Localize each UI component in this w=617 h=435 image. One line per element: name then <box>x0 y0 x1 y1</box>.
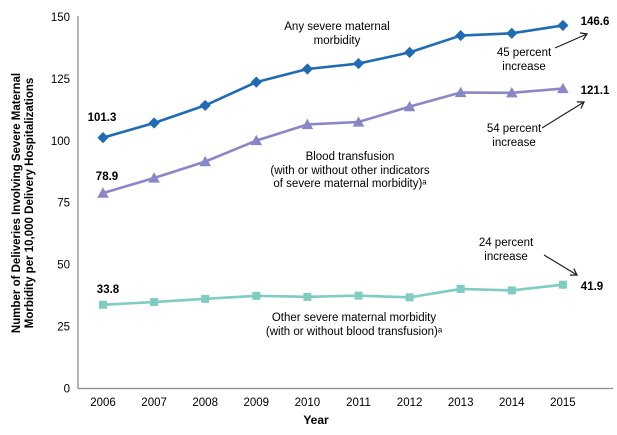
x-tick-label: 2012 <box>397 397 423 409</box>
data-point-marker <box>301 63 313 75</box>
callout-arrow <box>543 254 578 276</box>
x-tick-label: 2011 <box>346 397 371 409</box>
data-point-marker <box>99 300 107 309</box>
x-tick-label: 2015 <box>550 397 576 409</box>
data-point-marker <box>506 86 518 98</box>
series-line-1 <box>102 87 564 195</box>
data-point-marker <box>456 284 465 293</box>
annotation-line: (with or without other indicators <box>270 164 430 177</box>
data-point-marker <box>250 76 262 88</box>
data-label-other-end: 41.9 <box>580 281 604 293</box>
annotation-45-percent-increase: 45 percent increase <box>497 47 551 74</box>
annotation-line: increase <box>502 60 546 73</box>
y-tick-label: 100 <box>51 136 70 148</box>
data-point-marker <box>97 132 109 144</box>
x-tick-label: 2013 <box>448 397 474 409</box>
data-point-marker <box>507 286 516 295</box>
annotation-line: 45 percent <box>496 47 552 59</box>
annotation-54-percent-increase: 54 percent increase <box>487 123 541 150</box>
y-tick-label: 125 <box>51 74 70 86</box>
data-point-marker <box>97 187 109 198</box>
data-label-any-start: 101.3 <box>87 112 117 124</box>
data-point-marker <box>404 46 416 59</box>
annotation-other-smm: Other severe maternal morbidity (with or… <box>266 312 442 339</box>
annotation-line: of severe maternal morbidity)ᵃ <box>273 178 427 190</box>
y-tick-label: 150 <box>51 12 70 24</box>
data-point-marker <box>303 292 312 301</box>
annotation-line: morbidity <box>313 34 361 47</box>
x-tick-label: 2007 <box>141 397 167 409</box>
annotation-line: increase <box>484 250 528 263</box>
data-label-blood-start: 78.9 <box>95 171 119 183</box>
data-point-marker <box>558 280 567 289</box>
x-tick-label: 2014 <box>499 397 525 409</box>
y-axis-title: Number of Deliveries Involving Severe Ma… <box>11 72 36 334</box>
data-point-marker <box>557 82 569 94</box>
series-line-0 <box>102 24 564 139</box>
data-label-any-end: 146.6 <box>580 16 610 28</box>
data-point-marker <box>150 298 159 307</box>
annotation-blood-transfusion: Blood transfusion (with or without other… <box>270 151 429 192</box>
data-point-marker <box>201 294 210 303</box>
data-point-marker <box>455 29 467 42</box>
annotation-line: increase <box>492 136 536 149</box>
data-point-marker <box>352 116 365 127</box>
series-line-2 <box>102 283 564 307</box>
data-point-marker <box>252 291 261 300</box>
annotation-any-smm: Any severe maternal morbidity <box>284 21 389 48</box>
data-point-marker <box>354 291 363 300</box>
x-axis-title: Year <box>303 413 329 427</box>
data-point-marker <box>148 172 160 183</box>
annotation-line: 54 percent <box>486 123 542 135</box>
annotation-line: Blood transfusion <box>305 151 395 163</box>
y-tick-label: 0 <box>64 384 70 396</box>
data-point-marker <box>199 155 211 167</box>
annotation-line: 24 percent <box>478 237 534 249</box>
annotation-line: Other severe maternal morbidity <box>271 312 437 324</box>
data-point-marker <box>352 57 365 70</box>
callout-arrow <box>554 32 589 49</box>
x-tick-label: 2006 <box>90 397 116 409</box>
annotation-line: (with or without blood transfusion)ᵃ <box>265 325 443 338</box>
x-tick-label: 2009 <box>244 397 270 409</box>
x-tick-label: 2008 <box>192 397 218 409</box>
annotation-line: Any severe maternal <box>284 21 390 33</box>
data-point-marker <box>557 19 569 32</box>
y-tick-label: 75 <box>57 198 70 210</box>
callout-arrow <box>541 101 585 129</box>
data-label-blood-end: 121.1 <box>580 85 610 97</box>
data-point-marker <box>301 118 314 130</box>
data-point-marker <box>199 99 211 112</box>
data-point-marker <box>148 117 160 129</box>
data-point-marker <box>454 86 467 98</box>
y-tick-label: 50 <box>57 260 70 272</box>
data-point-marker <box>403 100 416 112</box>
data-point-marker <box>405 293 414 302</box>
data-point-marker <box>250 134 263 146</box>
annotation-24-percent-increase: 24 percent increase <box>479 237 533 264</box>
x-tick-label: 2010 <box>295 397 321 409</box>
data-label-other-start: 33.8 <box>96 284 120 296</box>
y-tick-label: 25 <box>57 322 70 334</box>
data-point-marker <box>506 27 518 39</box>
